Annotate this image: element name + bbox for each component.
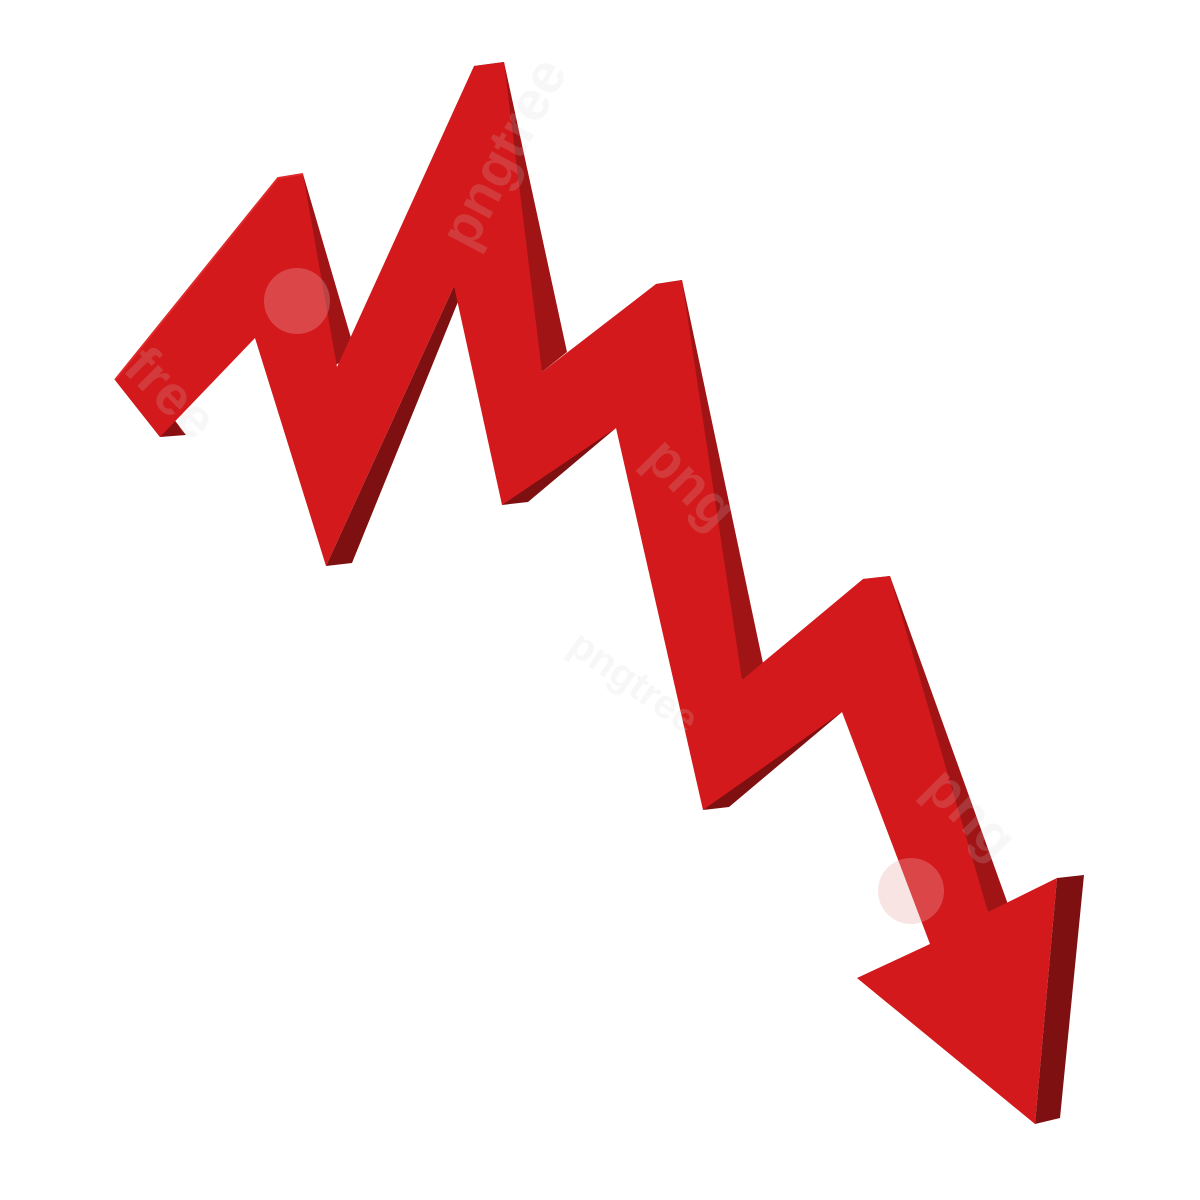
- arrow-front-face: [115, 62, 1057, 1124]
- extrusion-bottom-2: [326, 282, 466, 566]
- arrow-edge-highlight: [114, 173, 304, 381]
- extrusion-arrowhead-edge: [1035, 875, 1084, 1124]
